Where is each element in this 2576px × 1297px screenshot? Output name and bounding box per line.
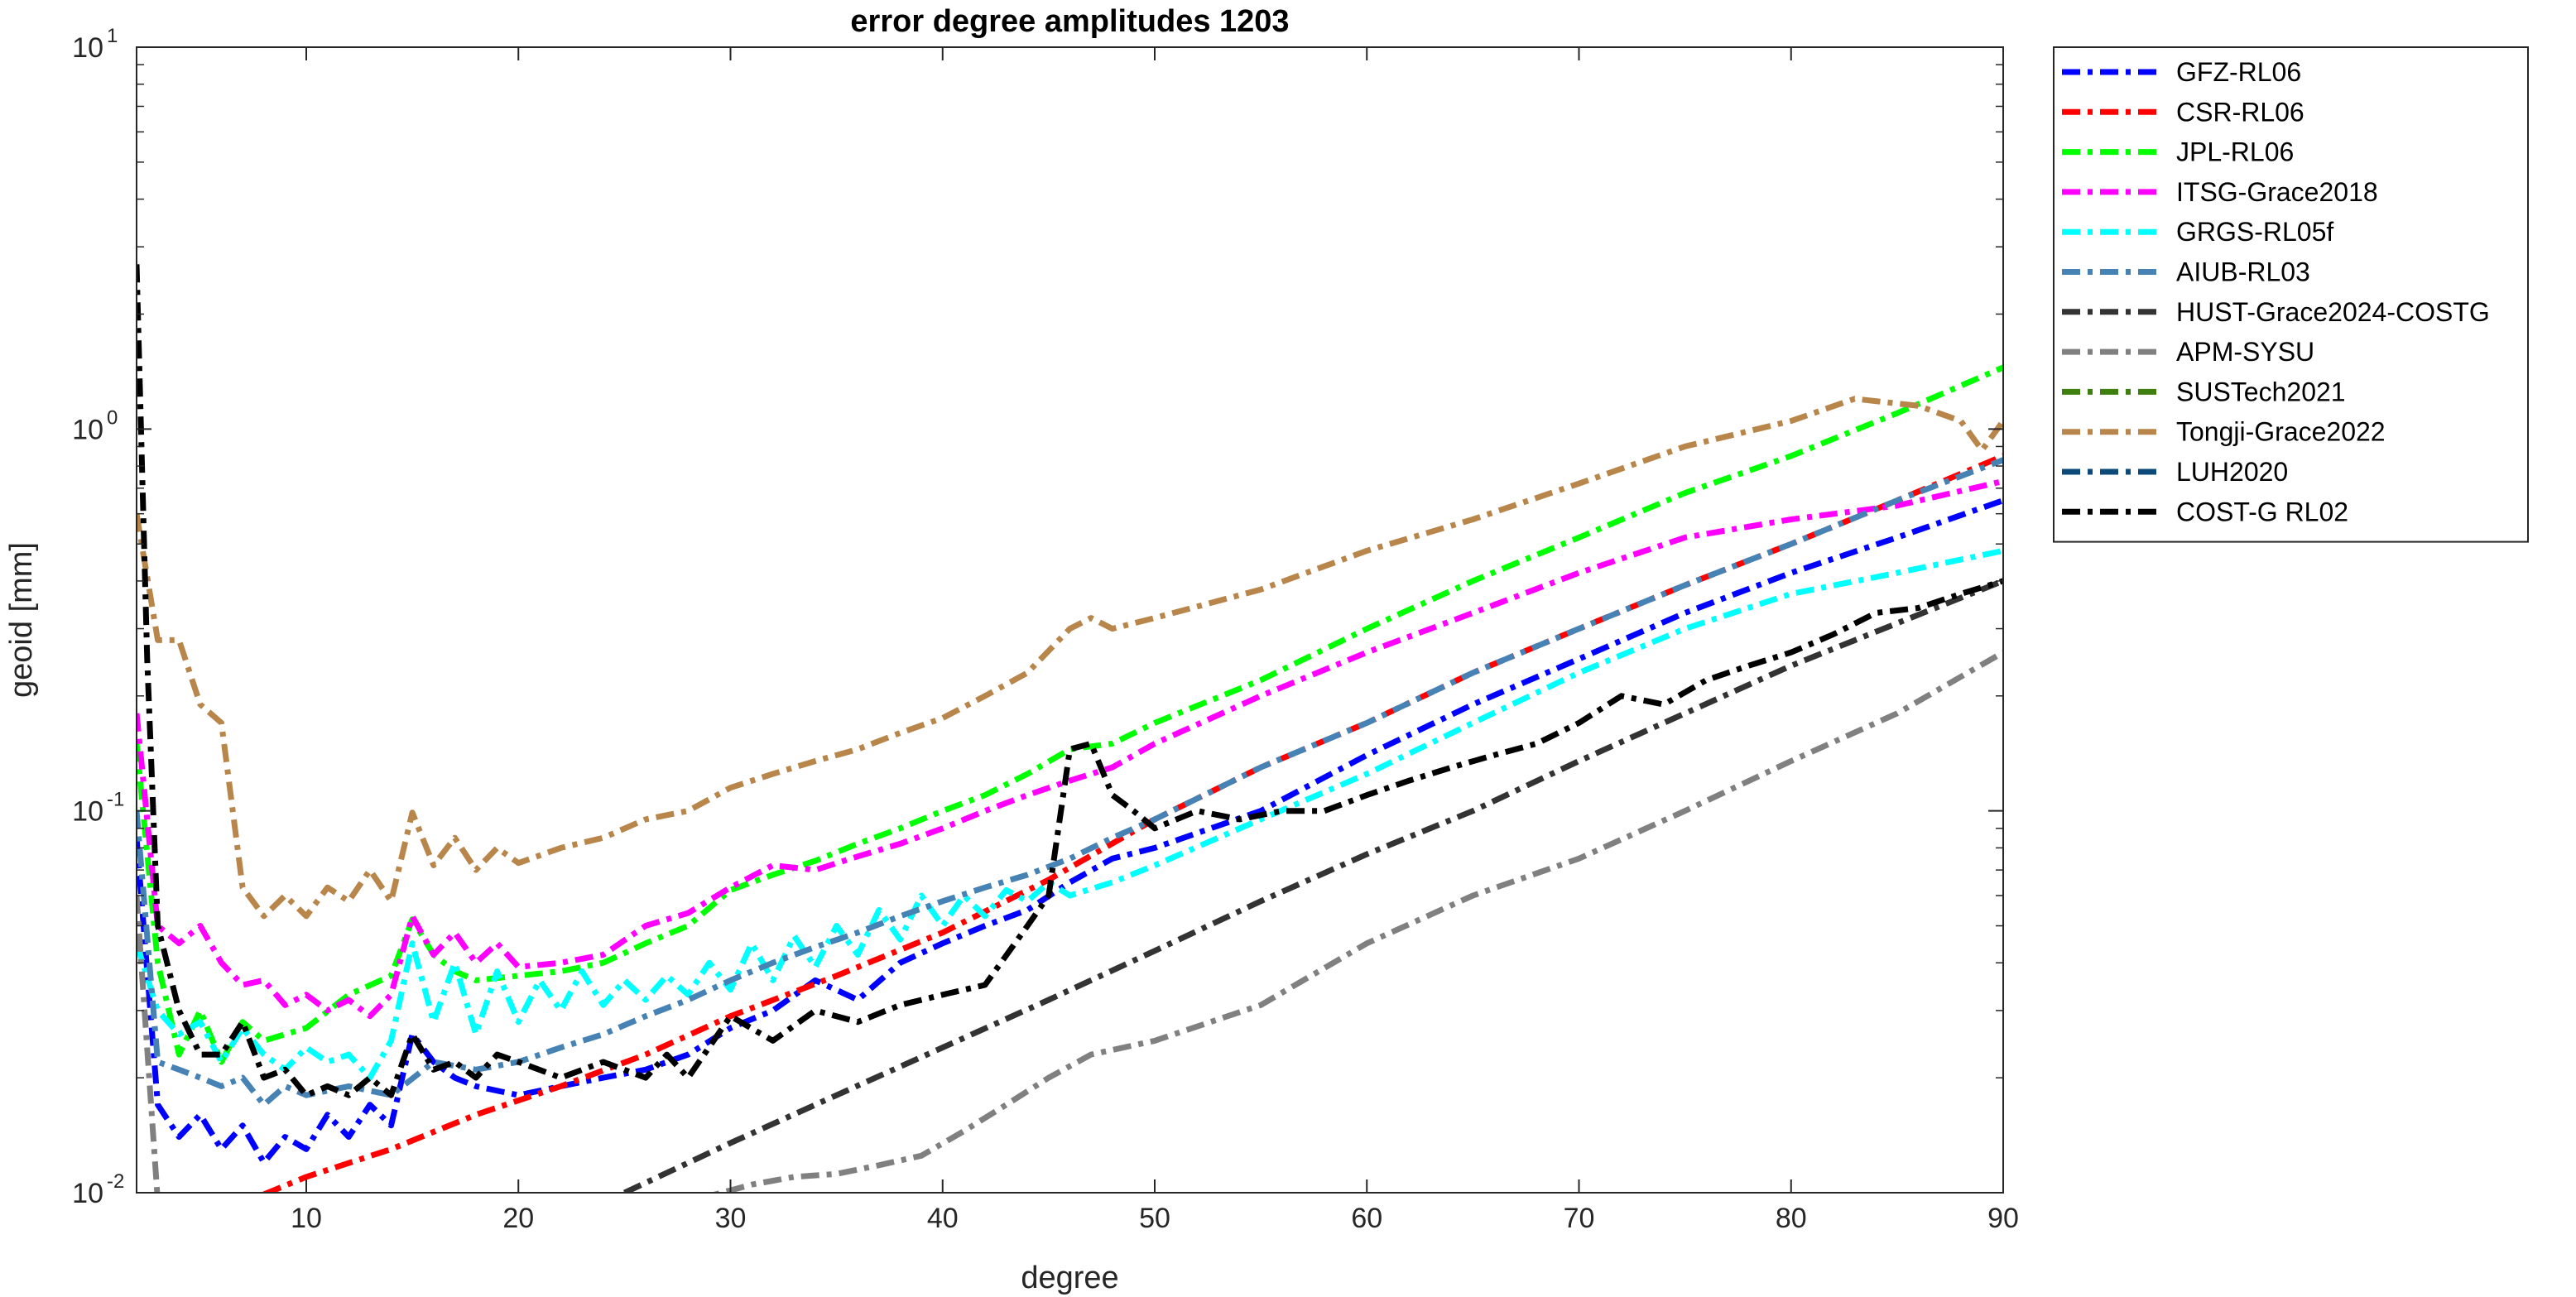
series-line-6 bbox=[622, 578, 2003, 1193]
y-tick-label: 10 bbox=[72, 414, 103, 445]
y-tick-exponent: 1 bbox=[107, 25, 118, 47]
legend-label: LUH2020 bbox=[2176, 457, 2288, 487]
series-line-11 bbox=[137, 264, 2003, 1098]
legend-label: AIUB-RL03 bbox=[2176, 257, 2310, 287]
x-tick-label: 80 bbox=[1776, 1203, 1807, 1234]
legend-label: SUSTech2021 bbox=[2176, 377, 2346, 406]
x-tick-label: 20 bbox=[502, 1203, 534, 1234]
legend-label: CSR-RL06 bbox=[2176, 97, 2304, 127]
legend: GFZ-RL06 CSR-RL06 JPL-RL06 ITSG-Grace2018 GR… bbox=[2053, 46, 2529, 543]
series-line-7 bbox=[137, 650, 2003, 1193]
y-tick-label: 10 bbox=[72, 1178, 103, 1209]
y-tick-exponent: -2 bbox=[107, 1170, 124, 1193]
x-tick-label: 60 bbox=[1351, 1203, 1382, 1234]
legend-label: JPL-RL06 bbox=[2176, 137, 2294, 167]
legend-label: HUST-Grace2024-COSTG bbox=[2176, 297, 2490, 327]
series-line-4 bbox=[137, 547, 2003, 1081]
y-tick-exponent: -1 bbox=[107, 789, 124, 811]
legend-label: Tongji-Grace2022 bbox=[2176, 417, 2386, 447]
y-tick-label: 10 bbox=[72, 796, 103, 828]
legend-label: ITSG-Grace2018 bbox=[2176, 177, 2378, 207]
x-tick-label: 70 bbox=[1564, 1203, 1595, 1234]
x-tick-label: 10 bbox=[291, 1203, 322, 1234]
series-line-0 bbox=[137, 497, 2003, 1165]
legend-box bbox=[2053, 46, 2529, 543]
legend-label: APM-SYSU bbox=[2176, 337, 2314, 367]
y-tick-label: 10 bbox=[72, 32, 103, 64]
series-line-1 bbox=[262, 453, 2003, 1193]
plot-frame bbox=[136, 46, 2004, 1194]
series-line-2 bbox=[137, 364, 2003, 1065]
x-tick-label: 50 bbox=[1139, 1203, 1170, 1234]
y-tick-exponent: 0 bbox=[107, 406, 118, 429]
chart-title: error degree amplitudes 1203 bbox=[850, 4, 1289, 39]
legend-label: COST-G RL02 bbox=[2176, 497, 2348, 526]
x-tick-label: 30 bbox=[715, 1203, 747, 1234]
x-tick-label: 40 bbox=[927, 1203, 959, 1234]
y-axis-label: geoid [mm] bbox=[4, 542, 39, 698]
series-line-9 bbox=[137, 396, 2003, 920]
legend-label: GFZ-RL06 bbox=[2176, 57, 2301, 87]
legend-label: GRGS-RL05f bbox=[2176, 217, 2333, 247]
series-line-5 bbox=[137, 457, 2003, 1108]
x-tick-label: 90 bbox=[1987, 1203, 2019, 1234]
series-line-3 bbox=[137, 478, 2003, 1020]
series-layer bbox=[137, 264, 2003, 1193]
x-axis-label: degree bbox=[1021, 1261, 1118, 1295]
